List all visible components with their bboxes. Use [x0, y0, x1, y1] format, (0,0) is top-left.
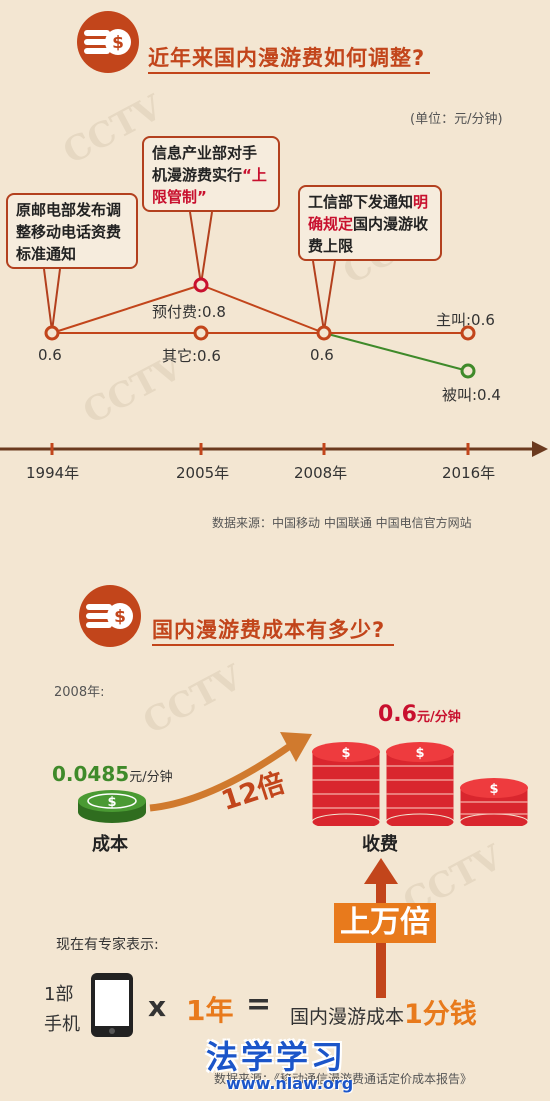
cost-text: 国内漫游成本 [290, 1006, 405, 1028]
svg-text:$: $ [112, 33, 124, 53]
callee-line [323, 332, 469, 372]
unit-label: (单位：元/分钟) [410, 112, 503, 127]
expert-label: 现在有专家表示: [56, 937, 159, 953]
callout-pointer [189, 211, 213, 285]
roaming-cost-text: 国内漫游成本1分钱 [290, 992, 477, 1031]
axis-arrow [532, 441, 548, 457]
coins-dollar-icon: $ [77, 11, 139, 73]
point-2016-caller [460, 325, 476, 341]
year-2008: 2008年 [294, 464, 348, 482]
green-coin-icon: $ [78, 790, 146, 823]
svg-text:$: $ [489, 782, 498, 797]
point-2005-other [193, 325, 209, 341]
callout-2008-text-2: 国内漫游收费上限 [308, 215, 429, 255]
value-2008: 0.6 [310, 346, 334, 364]
callee-label: 被叫:0.4 [442, 386, 501, 404]
callout-1994-text: 原邮电部发布调整移动电话资费标准通知 [16, 201, 122, 263]
title-underline [152, 644, 394, 646]
prepaid-line-down [200, 284, 325, 334]
year-1994: 1994年 [26, 464, 80, 482]
fee-label: 收费 [362, 834, 398, 855]
year-2005: 2005年 [176, 464, 230, 482]
prepaid-label: 预付费:0.8 [152, 303, 226, 321]
huge-multiplier-label: 上万倍 [334, 903, 436, 943]
one-fen: 1分钱 [404, 999, 477, 1030]
cost-number: 0.0485 [52, 762, 130, 786]
callout-1994: 原邮电部发布调整移动电话资费标准通知 [6, 193, 138, 269]
fee-value: 0.6元/分钟 [378, 702, 461, 727]
fee-timeline-chart [0, 211, 548, 457]
times-sign: x [148, 990, 167, 1023]
equals-sign: = [246, 987, 272, 1022]
site-logo: 法学学习 [206, 1038, 347, 1076]
year-2016: 2016年 [442, 464, 496, 482]
cost-value: 0.0485元/分钟 [52, 762, 173, 786]
svg-text:$: $ [415, 746, 424, 761]
callout-2008-highlight: 明确规定 [308, 193, 429, 233]
point-2016-callee [460, 363, 476, 379]
callout-2005-text: 信息产业部对手机漫游费实行 [152, 144, 258, 184]
point-2008 [316, 325, 332, 341]
smartphone-icon [91, 973, 133, 1037]
coins-dollar-icon: $ [79, 585, 141, 647]
callout-2008: 工信部下发通知明确规定国内漫游收费上限 [298, 185, 442, 261]
phone-text-2: 手机 [44, 1014, 80, 1035]
callout-2005-highlight: “上限管制” [152, 166, 267, 206]
callout-2008-text: 工信部下发通知 [308, 193, 414, 211]
fee-unit: 元/分钟 [416, 710, 461, 725]
site-url: www.nlaw.org [226, 1074, 354, 1093]
callout-pointer [43, 268, 61, 332]
cost-unit: 元/分钟 [129, 770, 173, 785]
callout-2005: 信息产业部对手机漫游费实行“上限管制” [142, 136, 280, 212]
caller-label: 主叫:0.6 [436, 311, 495, 329]
source-1: 数据来源：中国移动 中国联通 中国电信官方网站 [212, 516, 472, 530]
title-underline [148, 72, 430, 74]
one-year: 1年 [186, 994, 234, 1027]
value-1994: 0.6 [38, 346, 62, 364]
svg-text:$: $ [107, 795, 116, 810]
other-label: 其它:0.6 [162, 347, 221, 365]
point-2005-prepaid [193, 277, 209, 293]
fee-number: 0.6 [378, 702, 417, 727]
phone-text-1: 1部 [44, 984, 74, 1005]
svg-text:$: $ [114, 607, 126, 627]
source-2: 数据来源：《移动通信漫游费通话定价成本报告》 [214, 1072, 473, 1086]
point-1994 [44, 325, 60, 341]
prepaid-line-up [51, 284, 202, 334]
section2-title: 国内漫游费成本有多少? [152, 618, 386, 642]
svg-text:$: $ [341, 746, 350, 761]
section1-title: 近年来国内漫游费如何调整? [148, 46, 426, 70]
callout-pointer [312, 260, 336, 332]
cost-label: 成本 [92, 834, 128, 855]
increase-arrow [149, 732, 312, 812]
year-2008-label: 2008年: [54, 685, 105, 700]
red-coin-stacks-icon: $ $ $ [311, 742, 529, 826]
